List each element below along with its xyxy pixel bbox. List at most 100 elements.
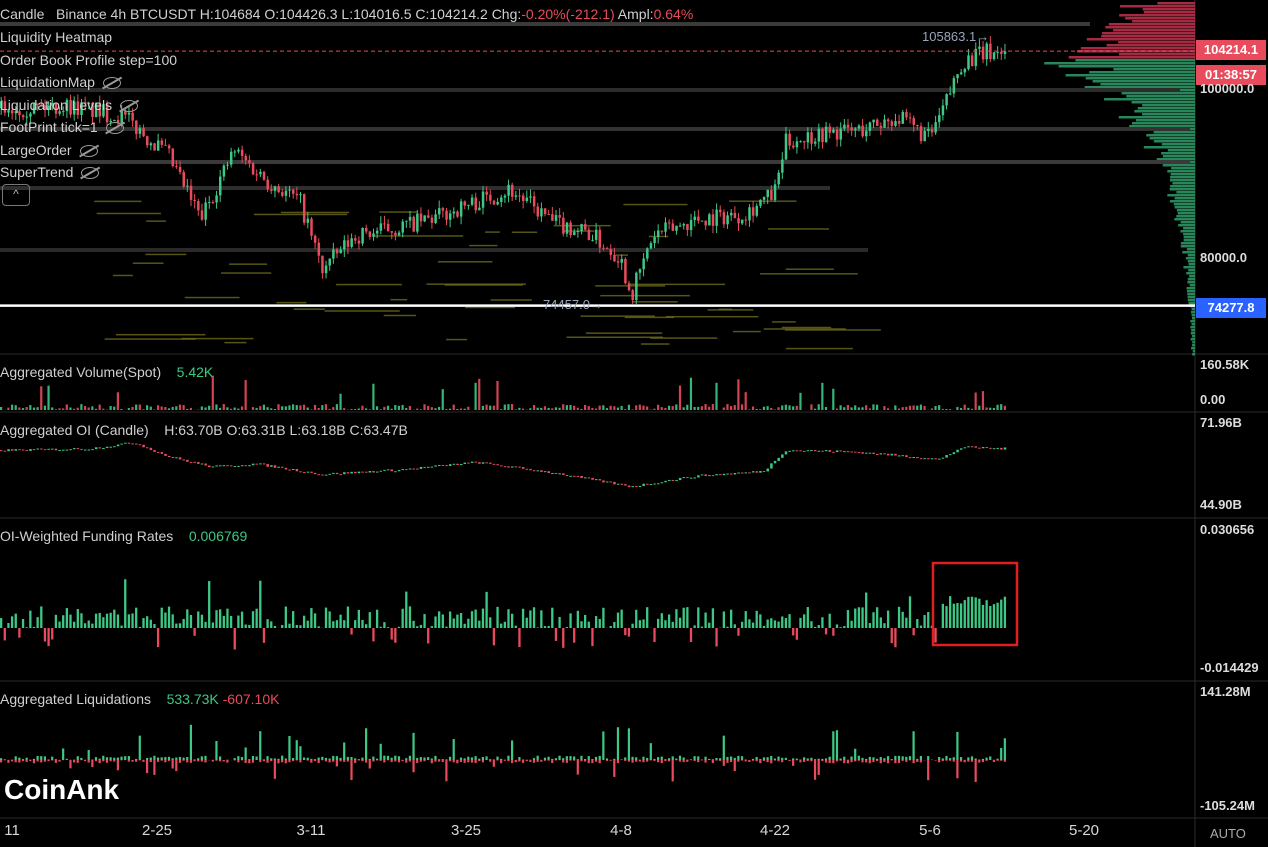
- indicator-footprint[interactable]: FootPrint tick=1: [0, 119, 124, 135]
- volume-bar: [401, 404, 404, 410]
- liquidation-short-bar: [813, 760, 817, 780]
- liquidation-long-bar: [784, 757, 787, 760]
- indicator-liquidity-heatmap[interactable]: Liquidity Heatmap: [0, 29, 112, 45]
- liquidation-short-bar: [562, 760, 565, 763]
- liquidation-long-bar: [368, 758, 371, 760]
- liquidation-short-bar: [876, 760, 879, 762]
- liquidation-long-bar: [598, 755, 601, 760]
- liquidation-long-bar: [18, 757, 21, 760]
- price-candle: [200, 210, 204, 220]
- funding-bar: [817, 625, 820, 628]
- eye-off-icon[interactable]: [81, 167, 100, 180]
- funding-bar: [116, 614, 120, 628]
- volume-bar: [372, 383, 375, 410]
- price-candle: [237, 149, 240, 152]
- liquidation-short-bar: [832, 760, 835, 764]
- price-candle: [248, 160, 251, 164]
- oi-candle: [470, 461, 474, 463]
- price-candle: [47, 105, 50, 110]
- funding-bar: [365, 624, 368, 628]
- price-candle: [890, 121, 894, 126]
- oi-candle: [540, 470, 543, 472]
- orderbook-bid-bar: [1182, 251, 1195, 254]
- price-candle: [313, 235, 317, 243]
- liquidation-long-bar: [657, 757, 660, 760]
- funding-bar: [832, 628, 835, 636]
- collapse-legend-button[interactable]: ^: [2, 184, 30, 206]
- orderbook-ask-bar: [1118, 41, 1195, 44]
- volume-bar: [949, 409, 952, 410]
- funding-bar: [73, 621, 76, 628]
- oi-candle: [65, 449, 69, 451]
- price-candle: [445, 210, 448, 220]
- liquidation-short-bar: [857, 760, 860, 761]
- price-candle: [536, 206, 540, 217]
- liquidation-short-bar: [434, 760, 437, 762]
- eye-off-icon[interactable]: [120, 100, 139, 113]
- oi-candle: [386, 469, 390, 471]
- funding-bar: [335, 620, 339, 628]
- liquidation-long-bar: [715, 758, 718, 760]
- volume-bar: [80, 404, 83, 410]
- liquidation-short-bar: [956, 760, 959, 779]
- chart-type-label[interactable]: Candle: [0, 6, 45, 22]
- liquidation-long-bar: [284, 758, 287, 760]
- liquidation-short-bar: [740, 760, 744, 761]
- volume-bar: [605, 408, 609, 410]
- oi-candle: [857, 452, 861, 454]
- funding-bar: [956, 603, 959, 628]
- price-candle: [646, 248, 649, 259]
- volume-bar: [40, 386, 43, 410]
- indicator-supertrend[interactable]: SuperTrend: [0, 164, 100, 180]
- price-candle: [562, 217, 565, 234]
- eye-off-icon[interactable]: [105, 122, 124, 135]
- liquidation-short-bar: [401, 760, 404, 762]
- price-candle: [164, 144, 167, 146]
- oi-candle: [865, 452, 868, 454]
- indicator-large-order[interactable]: LargeOrder: [0, 142, 98, 158]
- funding-bar: [697, 607, 700, 628]
- funding-bar: [255, 608, 258, 628]
- price-candle: [500, 197, 503, 202]
- liquidation-short-bar: [419, 760, 422, 762]
- price-candle: [193, 199, 196, 202]
- coinank-watermark: CoinAnk: [4, 774, 120, 805]
- volume-bar: [762, 406, 766, 410]
- volume-bar: [883, 406, 886, 410]
- eye-off-icon[interactable]: [102, 77, 121, 90]
- oi-candle: [704, 474, 707, 477]
- volume-bar: [905, 406, 908, 410]
- price-candle: [649, 243, 653, 249]
- orderbook-bid-bar: [1173, 203, 1195, 206]
- liquidation-long-bar: [270, 758, 273, 760]
- oi-candle: [813, 450, 817, 452]
- indicator-label: SuperTrend: [0, 164, 74, 180]
- volume-bar: [941, 408, 944, 410]
- indicator-order-book-profile[interactable]: Order Book Profile step=100: [0, 52, 177, 68]
- funding-bar: [518, 628, 521, 648]
- volume-bar: [919, 404, 922, 410]
- oi-candle: [872, 452, 875, 455]
- indicator-liquidation-map[interactable]: LiquidationMap: [0, 74, 121, 90]
- liquidation-short-bar: [313, 760, 317, 762]
- liquidation-long-bar: [905, 756, 908, 760]
- volume-bar: [259, 406, 262, 410]
- funding-bar: [751, 622, 755, 628]
- price-candle: [737, 218, 740, 224]
- oi-candle: [354, 471, 357, 474]
- indicator-liquidation-levels[interactable]: Liquidation Levels: [0, 97, 139, 113]
- oi-candle: [846, 451, 850, 453]
- liquidation-long-bar: [445, 759, 448, 760]
- eye-off-icon[interactable]: [79, 145, 98, 158]
- orderbook-ask-bar: [1101, 35, 1195, 38]
- auto-scale-button[interactable]: AUTO: [1210, 826, 1246, 841]
- orderbook-bid-bar: [1092, 80, 1195, 83]
- liquidation-short-bar: [489, 760, 492, 762]
- orderbook-bid-bar: [1131, 101, 1195, 104]
- volume-bar: [354, 409, 357, 410]
- funding-bar: [372, 628, 375, 642]
- liquidation-long-bar: [843, 756, 846, 760]
- orderbook-bid-bar: [1189, 284, 1195, 287]
